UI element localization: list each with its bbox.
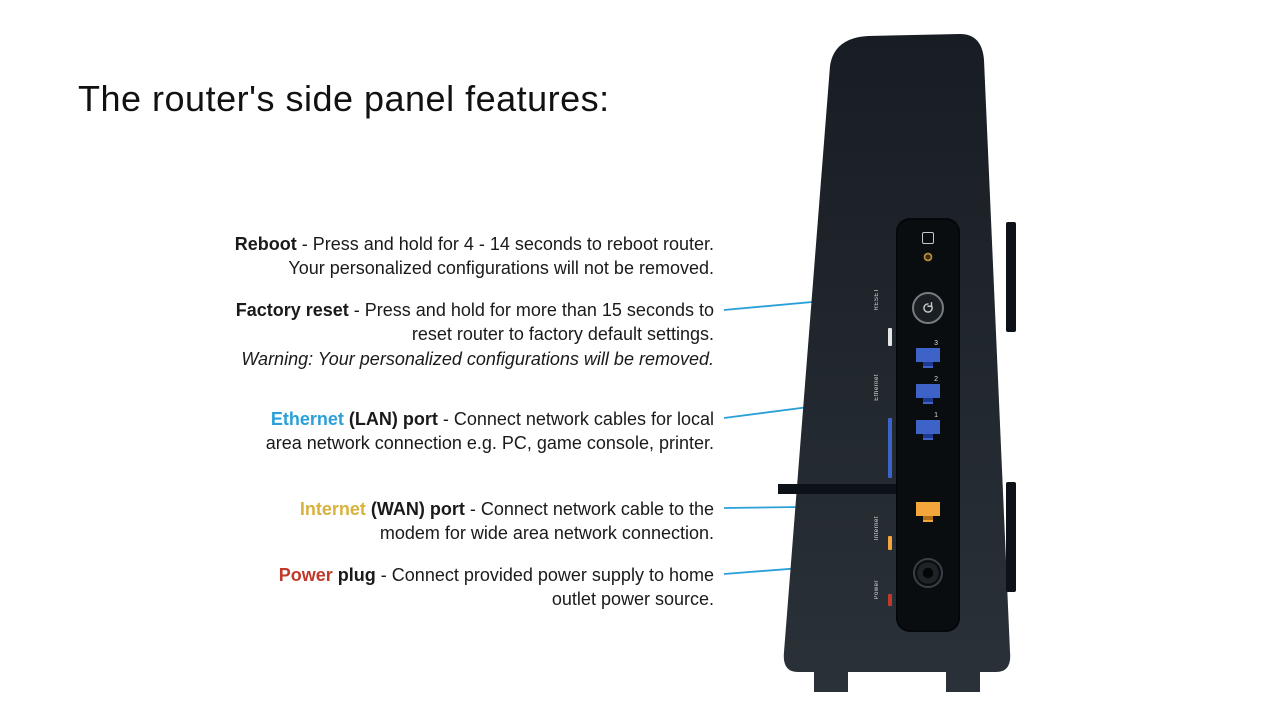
side-label-power: Power <box>874 580 880 600</box>
internet-desc1: Connect network cable to the <box>481 499 714 519</box>
factory-reset-desc1: Press and hold for more than 15 seconds … <box>365 300 714 320</box>
sep: - <box>349 300 365 320</box>
eth-num-2: 2 <box>934 376 938 383</box>
callout-internet: Internet (WAN) port - Connect network ca… <box>154 497 714 546</box>
side-label-internet: Internet <box>874 516 880 540</box>
router-illustration: RESET Ethernet Internet Power 3 2 1 <box>778 32 1016 694</box>
ethernet-port-1-icon: 1 <box>914 418 942 442</box>
factory-reset-desc2: reset router to factory default settings… <box>412 324 714 344</box>
callout-ethernet: Ethernet (LAN) port - Connect network ca… <box>154 407 714 456</box>
wan-port-icon <box>914 500 942 524</box>
callout-power: Power plug - Connect provided power supp… <box>154 563 714 612</box>
reset-button-icon <box>912 292 944 324</box>
power-desc2: outlet power source. <box>552 589 714 609</box>
side-label-reset: RESET <box>874 288 880 311</box>
callout-reboot: Reboot - Press and hold for 4 - 14 secon… <box>154 232 714 281</box>
power-desc1: Connect provided power supply to home <box>392 565 714 585</box>
callout-factory-reset: Factory reset - Press and hold for more … <box>154 298 714 371</box>
ethernet-desc2: area network connection e.g. PC, game co… <box>266 433 714 453</box>
sep: - <box>297 234 313 254</box>
internet-suffix: (WAN) port <box>366 499 465 519</box>
side-label-ethernet: Ethernet <box>874 374 880 401</box>
port-bezel: 3 2 1 <box>896 218 960 632</box>
factory-reset-label: Factory reset <box>236 300 349 320</box>
sep: - <box>376 565 392 585</box>
reboot-label: Reboot <box>235 234 297 254</box>
tick-ethernet <box>888 418 892 478</box>
tick-power <box>888 594 892 606</box>
internet-desc2: modem for wide area network connection. <box>380 523 714 543</box>
ethernet-suffix: (LAN) port <box>344 409 438 429</box>
side-label-strip: RESET Ethernet Internet Power <box>874 288 896 628</box>
sep: - <box>465 499 481 519</box>
ethernet-desc1: Connect network cables for local <box>454 409 714 429</box>
power-jack-icon <box>913 558 943 588</box>
eth-num-1: 1 <box>934 412 938 419</box>
reboot-desc2: Your personalized configurations will no… <box>288 258 714 278</box>
ethernet-port-2-icon: 2 <box>914 382 942 406</box>
tick-reset <box>888 328 892 346</box>
reboot-desc1: Press and hold for 4 - 14 seconds to reb… <box>313 234 714 254</box>
aux-jack-icon <box>923 252 933 262</box>
page-title: The router's side panel features: <box>78 78 610 120</box>
ethernet-label: Ethernet <box>271 409 344 429</box>
tick-internet <box>888 536 892 550</box>
internet-label: Internet <box>300 499 366 519</box>
ethernet-port-3-icon: 3 <box>914 346 942 370</box>
kensington-lock-icon <box>922 232 934 244</box>
factory-reset-warning: Warning: Your personalized configuration… <box>241 349 714 369</box>
power-suffix: plug <box>333 565 376 585</box>
power-label: Power <box>279 565 333 585</box>
eth-num-3: 3 <box>934 340 938 347</box>
sep: - <box>438 409 454 429</box>
